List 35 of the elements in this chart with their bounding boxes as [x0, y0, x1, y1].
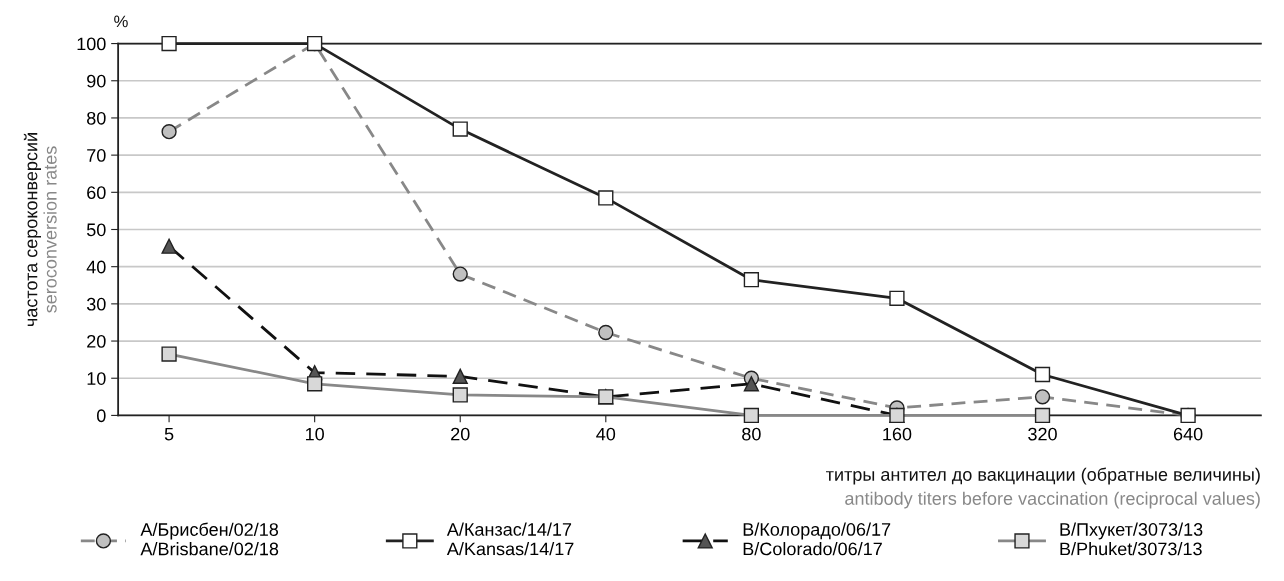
point	[889, 290, 905, 306]
x-tick-label: 40	[596, 427, 616, 441]
y-tick-label: 50	[86, 223, 106, 237]
x-tick-label: 80	[742, 427, 761, 441]
point	[161, 35, 177, 52]
point	[598, 190, 614, 206]
legend-label: B/Колорадо/06/17 B/Colorado/06/17	[743, 522, 891, 556]
y-tick-label: 60	[87, 186, 106, 200]
legend-label: B/Пхукет/3073/13 B/Phuket/3073/13	[1060, 522, 1203, 556]
point	[452, 368, 468, 385]
x-tick-label: 10	[305, 427, 324, 441]
x-tick-label: 640	[1173, 427, 1203, 441]
point	[161, 238, 177, 254]
y-axis-title: частота сероконверсий seroconversion rates	[23, 133, 57, 327]
y-tick-label: 10	[87, 372, 106, 385]
text: %	[114, 15, 128, 28]
y-tick-label: 20	[87, 334, 106, 348]
x-tick-label: 160	[883, 427, 912, 441]
x-tick-label: 5	[164, 427, 174, 441]
x-tick-label: 320	[1028, 427, 1057, 441]
x-tick-label: 20	[451, 427, 470, 441]
y-tick-label: 80	[87, 111, 106, 125]
y-tick-label: 90	[87, 74, 106, 88]
point	[1034, 366, 1051, 383]
point	[743, 272, 760, 288]
point	[452, 121, 468, 137]
point	[743, 376, 760, 392]
legend-label: A/Брисбен/02/18 A/Brisbane/02/18	[140, 522, 279, 556]
x-axis-title: титры антител до вакцинации (обратные величины) antibody titers before vaccination (reciprocal values)	[826, 467, 1260, 509]
legend-label: A/Канзас/14/17 A/Kansas/14/17	[446, 522, 574, 556]
y-tick-label: 40	[86, 260, 106, 274]
y-tick-label: 0	[96, 409, 106, 423]
y-tick-label: 70	[87, 149, 106, 162]
y-tick-label: 100	[77, 37, 106, 51]
y-tick-label: 30	[86, 297, 106, 311]
